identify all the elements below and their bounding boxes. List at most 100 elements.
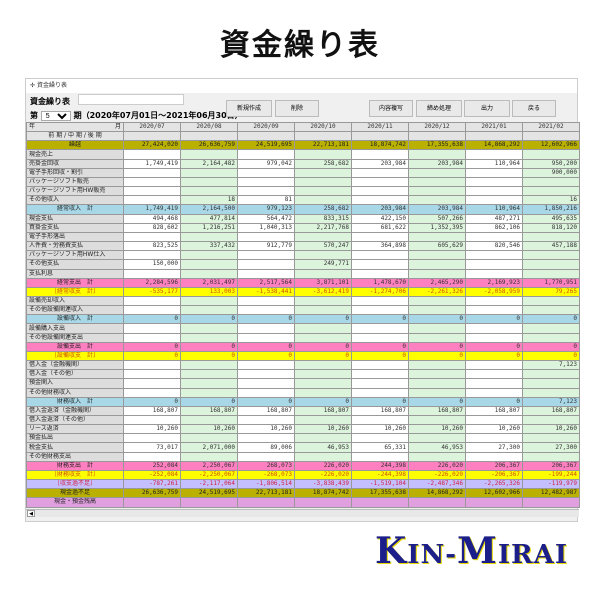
value-cell[interactable]: 0 [465, 396, 523, 407]
value-cell[interactable] [351, 295, 409, 307]
value-cell[interactable] [465, 414, 523, 426]
name-input[interactable] [78, 94, 184, 105]
value-cell[interactable] [522, 497, 580, 508]
value-cell[interactable]: 10,260 [408, 424, 466, 435]
value-cell[interactable] [180, 268, 238, 279]
value-cell[interactable]: 17,355,638 [408, 140, 466, 151]
value-cell[interactable]: 24,519,695 [180, 488, 238, 499]
value-cell[interactable] [465, 305, 523, 316]
value-cell[interactable]: 487,271 [465, 213, 523, 224]
value-cell[interactable] [465, 387, 523, 398]
value-cell[interactable] [237, 414, 295, 426]
value-cell[interactable] [123, 250, 181, 261]
value-cell[interactable]: -226,020 [294, 469, 352, 481]
value-cell[interactable] [465, 259, 523, 270]
value-cell[interactable] [294, 195, 352, 206]
copy-button[interactable]: 内容複写 [369, 100, 413, 117]
value-cell[interactable]: 73,017 [123, 442, 181, 453]
value-cell[interactable]: 0 [351, 396, 409, 407]
value-cell[interactable]: 2,250,067 [180, 460, 238, 471]
value-cell[interactable]: 22,713,181 [237, 488, 295, 499]
value-cell[interactable]: 79,265 [522, 286, 580, 297]
value-cell[interactable] [294, 176, 352, 188]
value-cell[interactable] [180, 295, 238, 307]
value-cell[interactable] [294, 186, 352, 197]
value-cell[interactable]: 14,868,292 [465, 140, 523, 151]
value-cell[interactable]: 833,315 [294, 213, 352, 224]
value-cell[interactable]: 2,517,564 [237, 277, 295, 288]
value-cell[interactable]: 206,367 [522, 460, 580, 471]
value-cell[interactable] [351, 195, 409, 206]
value-cell[interactable] [351, 451, 409, 462]
value-cell[interactable]: -787,261 [123, 479, 181, 490]
value-cell[interactable] [123, 433, 181, 444]
value-cell[interactable]: 0 [294, 341, 352, 352]
value-cell[interactable] [465, 332, 523, 343]
period-select[interactable]: 5 [40, 111, 71, 121]
value-cell[interactable]: 681,622 [351, 222, 409, 233]
value-cell[interactable] [180, 231, 238, 243]
value-cell[interactable] [522, 250, 580, 261]
value-cell[interactable] [408, 323, 466, 334]
value-cell[interactable] [408, 268, 466, 279]
value-cell[interactable] [351, 250, 409, 261]
value-cell[interactable] [351, 414, 409, 426]
value-cell[interactable]: 168,807 [465, 405, 523, 417]
value-cell[interactable] [237, 360, 295, 371]
new-button[interactable]: 新規作成 [226, 100, 272, 117]
value-cell[interactable] [180, 323, 238, 334]
value-cell[interactable]: 81 [237, 195, 295, 206]
value-cell[interactable] [237, 231, 295, 243]
value-cell[interactable]: 10,260 [180, 424, 238, 435]
value-cell[interactable] [180, 360, 238, 371]
value-cell[interactable] [465, 231, 523, 243]
value-cell[interactable]: 605,629 [408, 241, 466, 252]
value-cell[interactable]: 0 [408, 396, 466, 407]
value-cell[interactable]: 27,300 [522, 442, 580, 453]
value-cell[interactable] [522, 369, 580, 380]
value-cell[interactable]: 0 [123, 396, 181, 407]
output-button[interactable]: 出力 [464, 100, 510, 117]
value-cell[interactable] [294, 167, 352, 178]
value-cell[interactable] [237, 378, 295, 389]
value-cell[interactable]: -226,020 [408, 469, 466, 481]
value-cell[interactable] [294, 268, 352, 279]
value-cell[interactable] [522, 387, 580, 398]
value-cell[interactable] [294, 323, 352, 334]
value-cell[interactable]: 0 [465, 314, 523, 325]
value-cell[interactable] [522, 268, 580, 279]
value-cell[interactable]: 10,260 [123, 424, 181, 435]
value-cell[interactable] [123, 149, 181, 160]
value-cell[interactable]: 422,150 [351, 213, 409, 224]
value-cell[interactable] [237, 387, 295, 398]
value-cell[interactable]: 24,519,695 [237, 140, 295, 151]
value-cell[interactable]: 0 [294, 396, 352, 407]
value-cell[interactable] [123, 268, 181, 279]
value-cell[interactable]: 0 [180, 350, 238, 362]
value-cell[interactable]: 900,000 [522, 167, 580, 178]
value-cell[interactable] [237, 250, 295, 261]
value-cell[interactable]: 16 [522, 195, 580, 206]
value-cell[interactable]: 1,216,251 [180, 222, 238, 233]
value-cell[interactable]: 168,807 [180, 405, 238, 417]
value-cell[interactable] [180, 167, 238, 178]
value-cell[interactable] [294, 497, 352, 508]
value-cell[interactable]: -2,117,064 [180, 479, 238, 490]
value-cell[interactable]: -1,806,514 [237, 479, 295, 490]
value-cell[interactable] [408, 451, 466, 462]
back-button[interactable]: 戻る [512, 100, 556, 117]
value-cell[interactable]: 2,164,500 [180, 204, 238, 215]
value-cell[interactable] [237, 332, 295, 343]
value-cell[interactable] [465, 433, 523, 444]
value-cell[interactable] [180, 433, 238, 444]
value-cell[interactable]: -268,073 [237, 469, 295, 481]
value-cell[interactable]: 203,984 [351, 204, 409, 215]
value-cell[interactable] [351, 167, 409, 178]
value-cell[interactable] [465, 451, 523, 462]
value-cell[interactable] [180, 387, 238, 398]
value-cell[interactable]: 0 [351, 350, 409, 362]
value-cell[interactable] [465, 369, 523, 380]
value-cell[interactable]: 18,874,742 [351, 140, 409, 151]
value-cell[interactable]: 0 [237, 350, 295, 362]
value-cell[interactable]: 0 [522, 341, 580, 352]
